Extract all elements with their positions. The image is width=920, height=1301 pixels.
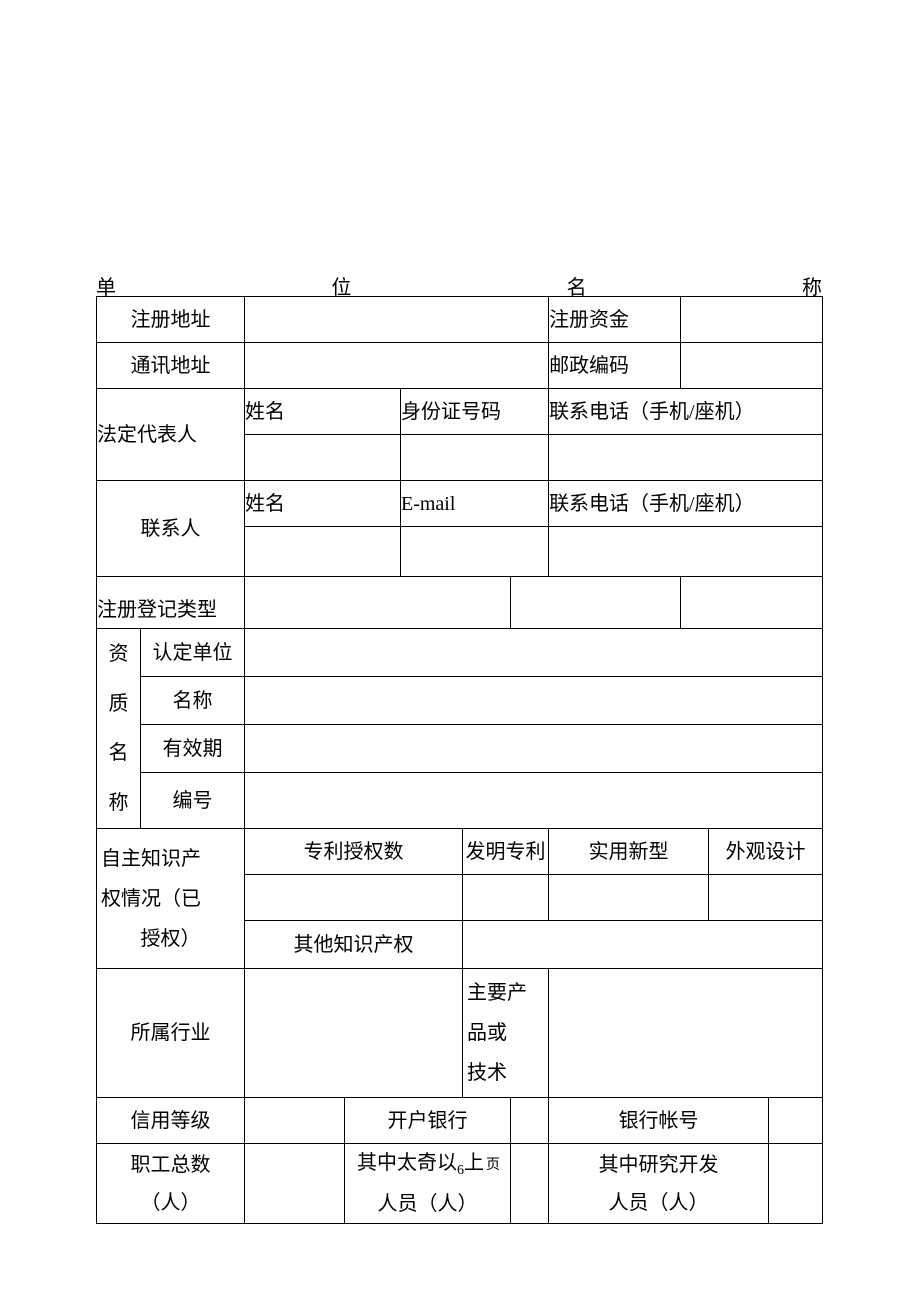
- main-product-label: 主要产品或 技术: [463, 969, 549, 1098]
- staff-rd-l2: 人员（人）: [549, 1184, 768, 1222]
- qual-char-4: 称: [109, 781, 129, 825]
- contact-name-value: [245, 527, 401, 577]
- table-row: 名称: [97, 677, 823, 725]
- qual-unit-label: 认定单位: [141, 629, 245, 677]
- reg-type-label: 注册登记类型: [97, 577, 245, 629]
- table-row: 注册地址 注册资金: [97, 297, 823, 343]
- postal-label: 邮政编码: [549, 343, 681, 389]
- bank-value: [511, 1098, 549, 1144]
- staff-taiqi-value: [511, 1144, 549, 1224]
- qual-unit-value: [245, 629, 823, 677]
- credit-value: [245, 1098, 345, 1144]
- legal-rep-label: 法定代表人: [97, 389, 245, 481]
- bank-label: 开户银行: [345, 1098, 511, 1144]
- reg-capital-value: [681, 297, 823, 343]
- qual-name-value: [245, 677, 823, 725]
- page: 单 位 名 称 注册地址 注册资金: [0, 0, 920, 1301]
- staff-taiqi-l1a: 其中太奇以: [357, 1152, 457, 1174]
- page-marker-ye: 页: [486, 1158, 500, 1173]
- ip-label-l1: 自主知识产: [101, 839, 240, 879]
- staff-total-l1: 职工总数: [97, 1146, 244, 1184]
- table-row: 通讯地址 邮政编码: [97, 343, 823, 389]
- contact-label: 联系人: [97, 481, 245, 577]
- phone-label-2: 联系电话（手机/座机）: [549, 481, 823, 527]
- phone-label-1: 联系电话（手机/座机）: [549, 389, 823, 435]
- ip-label: 自主知识产 权情况（已 授权）: [97, 829, 245, 969]
- staff-total-l2: （人）: [97, 1184, 244, 1222]
- qual-validity-label: 有效期: [141, 725, 245, 773]
- reg-addr-value: [245, 297, 549, 343]
- reg-type-value-2: [511, 577, 681, 629]
- name-label-1: 姓名: [245, 389, 401, 435]
- account-label: 银行帐号: [549, 1098, 769, 1144]
- qual-group-label: 资 质 名 称: [97, 629, 141, 829]
- table-row: 法定代表人 姓名 身份证号码 联系电话（手机/座机）: [97, 389, 823, 435]
- staff-rd-label: 其中研究开发 人员（人）: [549, 1144, 769, 1224]
- reg-type-value-1: [245, 577, 511, 629]
- other-ip-label: 其他知识产权: [245, 921, 463, 969]
- other-ip-value: [463, 921, 823, 969]
- qual-char-1: 资: [109, 632, 129, 676]
- staff-taiqi-l2: 人员（人）: [345, 1185, 510, 1223]
- main-product-l2: 技术: [467, 1053, 544, 1093]
- qual-number-label: 编号: [141, 773, 245, 829]
- staff-taiqi-label: 其中太奇以6上页 人员（人）: [345, 1144, 511, 1224]
- staff-total-label: 职工总数 （人）: [97, 1144, 245, 1224]
- ip-label-l3: 授权）: [101, 919, 240, 959]
- qual-char-3: 名: [109, 731, 129, 775]
- table-row: 资 质 名 称 认定单位: [97, 629, 823, 677]
- name-label-2: 姓名: [245, 481, 401, 527]
- credit-label: 信用等级: [97, 1098, 245, 1144]
- ip-label-l2: 权情况（已: [101, 879, 240, 919]
- comm-addr-value: [245, 343, 549, 389]
- table-row: 联系人 姓名 E-mail 联系电话（手机/座机）: [97, 481, 823, 527]
- reg-type-value-3: [681, 577, 823, 629]
- utility-value: [549, 875, 709, 921]
- main-product-l1: 主要产品或: [467, 973, 544, 1053]
- table-row: 有效期: [97, 725, 823, 773]
- industry-label: 所属行业: [97, 969, 245, 1098]
- reg-capital-label: 注册资金: [549, 297, 681, 343]
- table-row: 编号: [97, 773, 823, 829]
- id-label: 身份证号码: [401, 389, 549, 435]
- table-row: 信用等级 开户银行 银行帐号: [97, 1098, 823, 1144]
- page-marker-6: 6: [457, 1163, 464, 1178]
- staff-rd-value: [769, 1144, 823, 1224]
- table-row: 所属行业 主要产品或 技术: [97, 969, 823, 1098]
- qual-char-2: 质: [109, 682, 129, 726]
- comm-addr-label: 通讯地址: [97, 343, 245, 389]
- patent-auth-label: 专利授权数: [245, 829, 463, 875]
- contact-phone-value: [549, 527, 823, 577]
- design-value: [709, 875, 823, 921]
- email-label: E-mail: [401, 481, 549, 527]
- form-table: 注册地址 注册资金 通讯地址 邮政编码 法定代表人 姓名 身份证号码 联系电话（…: [96, 296, 823, 1224]
- qual-number-value: [245, 773, 823, 829]
- table-row: 职工总数 （人） 其中太奇以6上页 人员（人） 其中: [97, 1144, 823, 1224]
- legal-phone-value: [549, 435, 823, 481]
- table-row: 注册登记类型: [97, 577, 823, 629]
- utility-label: 实用新型: [549, 829, 709, 875]
- invention-label: 发明专利: [463, 829, 549, 875]
- staff-taiqi-l1b: 上: [464, 1152, 484, 1174]
- main-product-value: [549, 969, 823, 1098]
- patent-auth-value: [245, 875, 463, 921]
- staff-rd-l1: 其中研究开发: [549, 1146, 768, 1184]
- table-row: 自主知识产 权情况（已 授权） 专利授权数 发明专利 实用新型 外观设计: [97, 829, 823, 875]
- qual-validity-value: [245, 725, 823, 773]
- legal-id-value: [401, 435, 549, 481]
- industry-value: [245, 969, 463, 1098]
- reg-addr-label: 注册地址: [97, 297, 245, 343]
- postal-value: [681, 343, 823, 389]
- contact-email-value: [401, 527, 549, 577]
- qual-name-label: 名称: [141, 677, 245, 725]
- staff-total-value: [245, 1144, 345, 1224]
- design-label: 外观设计: [709, 829, 823, 875]
- legal-name-value: [245, 435, 401, 481]
- account-value: [769, 1098, 823, 1144]
- invention-value: [463, 875, 549, 921]
